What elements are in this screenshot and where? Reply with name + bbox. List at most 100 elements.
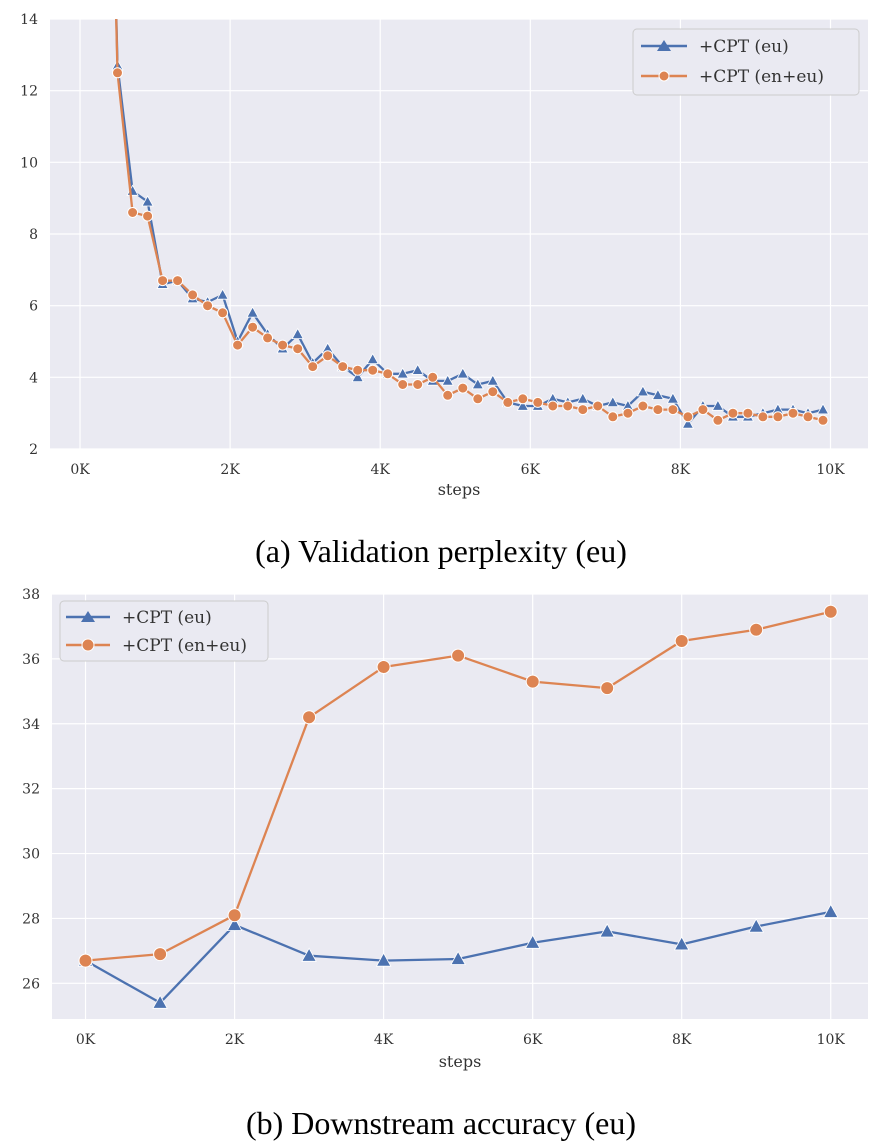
data-point-circle <box>127 207 139 218</box>
data-point-triangle <box>651 388 665 400</box>
x-tick-label: 4K <box>374 1032 394 1048</box>
grid <box>50 18 868 450</box>
data-point-triangle <box>396 367 409 379</box>
data-point-circle <box>142 210 154 222</box>
data-point-triangle <box>636 385 650 397</box>
data-point-circle <box>517 393 529 405</box>
x-tick-label: 0K <box>70 462 90 478</box>
data-point-triangle <box>681 417 695 429</box>
y-tick-label: 28 <box>22 911 40 927</box>
data-point-circle <box>352 364 364 376</box>
data-point-circle <box>487 386 499 398</box>
y-tick-label: 2 <box>29 442 38 458</box>
y-tick-label: 6 <box>29 299 38 315</box>
data-point-circle <box>247 321 259 333</box>
data-point-triangle <box>711 399 725 411</box>
data-point-circle <box>817 414 829 426</box>
data-point-circle <box>262 332 274 344</box>
data-point-circle <box>451 648 466 663</box>
x-tick-label: 2K <box>225 1032 245 1048</box>
y-tick-label: 30 <box>22 847 40 863</box>
data-point-triangle <box>673 936 690 951</box>
data-point-triangle <box>152 994 168 1009</box>
data-point-circle <box>157 275 169 287</box>
tick-labels: 0K 2K 4K 6K 8K 10K 2 4 6 8 10 12 14 <box>20 12 845 478</box>
data-point-circle <box>78 953 93 968</box>
data-point-triangle <box>822 903 839 918</box>
data-point-triangle <box>606 395 619 408</box>
x-tick-label: 2K <box>220 462 240 478</box>
legend-box <box>632 28 860 96</box>
data-point-circle <box>277 339 289 351</box>
legend-triangle-icon <box>81 611 95 622</box>
legend-label-eu: +CPT (eu) <box>699 37 789 57</box>
data-point-triangle <box>450 950 466 965</box>
legend-box <box>59 600 269 662</box>
data-point-circle <box>472 393 484 405</box>
data-point-circle <box>757 411 769 423</box>
data-point-circle <box>112 67 123 79</box>
series-layer <box>111 19 830 429</box>
y-tick-label: 26 <box>22 976 40 992</box>
data-point-triangle <box>141 195 154 207</box>
data-point-circle <box>232 339 244 351</box>
legend-label-en-eu: +CPT (en+eu) <box>122 636 247 656</box>
data-point-circle <box>637 400 649 412</box>
series-layer <box>77 604 839 1009</box>
data-point-circle <box>397 379 409 390</box>
legend-circle-icon <box>81 638 95 652</box>
caption-b: (b) Downstream accuracy (eu) <box>246 1105 636 1141</box>
data-point-triangle <box>366 352 379 365</box>
data-point-circle <box>547 400 559 412</box>
legend-label-eu: +CPT (eu) <box>122 608 212 628</box>
data-point-circle <box>412 379 424 390</box>
legend-triangle-icon <box>657 40 671 51</box>
y-tick-label: 36 <box>22 652 40 668</box>
x-tick-label: 0K <box>76 1032 96 1048</box>
data-point-triangle <box>441 374 454 386</box>
data-point-circle <box>742 407 754 419</box>
data-point-circle <box>562 400 574 412</box>
x-tick-label: 4K <box>371 462 391 478</box>
data-point-circle <box>502 396 514 408</box>
data-point-triangle <box>576 392 589 404</box>
data-point-circle <box>772 411 784 423</box>
data-point-circle <box>322 350 334 362</box>
data-point-triangle <box>216 288 229 300</box>
y-tick-label: 4 <box>29 370 38 386</box>
caption-a: (a) Validation perplexity (eu) <box>255 533 627 569</box>
data-point-circle <box>202 300 214 312</box>
x-tick-label: 10K <box>816 462 845 478</box>
y-tick-label: 10 <box>20 155 38 171</box>
data-point-circle <box>674 634 689 648</box>
x-tick-label: 6K <box>523 1032 543 1048</box>
data-point-circle <box>172 275 184 287</box>
data-point-triangle <box>291 327 304 340</box>
data-point-circle <box>592 400 604 412</box>
data-point-circle <box>727 407 739 419</box>
legend: +CPT (eu) +CPT (en+eu) <box>632 28 860 96</box>
data-point-circle <box>787 407 799 419</box>
x-tick-label: 6K <box>521 462 541 478</box>
data-point-circle <box>382 368 394 380</box>
y-tick-label: 12 <box>20 84 38 100</box>
data-point-triangle <box>351 370 364 383</box>
y-tick-label: 14 <box>20 12 38 28</box>
grid <box>52 593 868 1019</box>
y-tick-label: 34 <box>22 717 40 733</box>
chart-downstream-accuracy: 0K 2K 4K 6K 8K 10K 26 28 30 32 34 36 38 steps +CPT (… <box>22 587 868 1141</box>
data-point-circle <box>442 389 454 401</box>
data-point-circle <box>427 371 439 383</box>
x-axis-label: steps <box>438 480 481 499</box>
data-point-circle <box>153 947 168 962</box>
x-tick-label: 10K <box>817 1032 846 1048</box>
data-point-circle <box>802 411 814 423</box>
tick-labels: 0K 2K 4K 6K 8K 10K 26 28 30 32 34 36 38 <box>22 587 845 1048</box>
data-point-circle <box>600 681 615 696</box>
data-point-circle <box>187 289 199 301</box>
data-point-triangle <box>301 947 317 962</box>
data-point-circle <box>376 660 391 674</box>
x-tick-label: 8K <box>672 1032 692 1048</box>
data-point-circle <box>302 710 317 725</box>
